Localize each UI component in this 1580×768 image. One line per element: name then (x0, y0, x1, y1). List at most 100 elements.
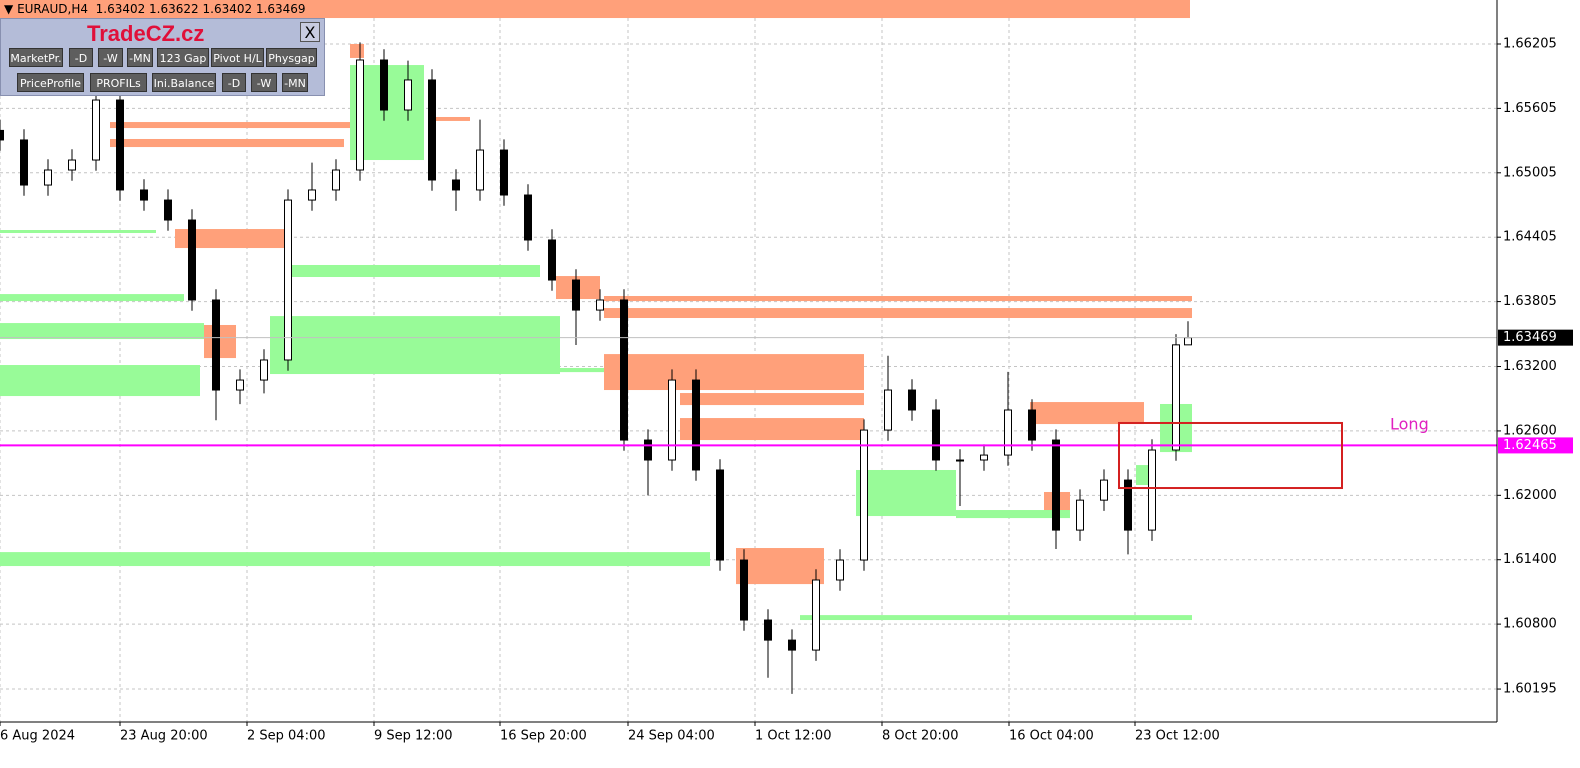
candle-body (92, 99, 100, 161)
candle-body (932, 409, 940, 461)
y-tick-label: 1.61400 (1503, 552, 1557, 567)
candle-body (1148, 449, 1156, 531)
candle-body (116, 99, 124, 191)
demand-zone (0, 365, 200, 397)
box-label: Long (1390, 414, 1429, 433)
x-tick-label: 2 Sep 04:00 (247, 729, 326, 744)
x-tick-label: 23 Oct 12:00 (1135, 729, 1220, 744)
candle-body (140, 189, 148, 201)
price-tag (1498, 437, 1573, 454)
candle-body (164, 199, 172, 221)
candle-body (596, 299, 604, 311)
panel-button[interactable]: PROFILs (90, 73, 147, 92)
y-tick-label: 1.62600 (1503, 423, 1557, 438)
candle-body (620, 299, 628, 441)
demand-zone (0, 294, 184, 302)
candle-body (548, 239, 556, 281)
candle-body (0, 129, 4, 141)
close-button[interactable]: X (300, 22, 320, 42)
demand-zone (270, 316, 560, 375)
candle-body (20, 139, 28, 186)
supply-zone (175, 229, 285, 249)
supply-zone (680, 393, 864, 406)
panel-button[interactable]: -W (251, 73, 277, 92)
panel-button[interactable]: PriceProfile (17, 73, 84, 92)
price-tag (1498, 329, 1573, 346)
y-tick-label: 1.62000 (1503, 488, 1557, 503)
panel-button[interactable]: Ini.Balance (152, 73, 216, 92)
x-tick-label: 9 Sep 12:00 (374, 729, 453, 744)
candle-body (668, 379, 676, 461)
candle-body (188, 219, 196, 301)
candle-body (716, 469, 724, 561)
candle-body (332, 169, 340, 191)
y-tick-label: 1.66205 (1503, 37, 1557, 52)
candle-body (956, 459, 964, 462)
candle-body (644, 439, 652, 461)
candle-body (572, 279, 580, 311)
supply-zone (110, 122, 350, 129)
x-tick-label: 6 Aug 2024 (0, 729, 75, 744)
y-tick-label: 1.65605 (1503, 101, 1557, 116)
y-tick-label: 1.64405 (1503, 230, 1557, 245)
x-tick-label: 23 Aug 20:00 (120, 729, 208, 744)
panel-button[interactable]: -W (98, 48, 123, 67)
supply-zone (1030, 402, 1144, 425)
supply-zone (604, 354, 864, 391)
candle-body (812, 579, 820, 651)
candle-body (260, 359, 268, 381)
panel-button[interactable]: -MN (282, 73, 308, 92)
panel-button[interactable]: Pivot H/L (211, 48, 264, 67)
candle-body (836, 559, 844, 581)
demand-zone (0, 323, 204, 340)
panel-button[interactable]: Physgap (266, 48, 317, 67)
y-tick-label: 1.60195 (1503, 682, 1557, 697)
brand: TradeCZ.cz (87, 21, 205, 46)
panel-button[interactable]: -MN (127, 48, 153, 67)
candle-body (1004, 409, 1012, 456)
candle-body (1028, 409, 1036, 441)
candle-body (236, 379, 244, 391)
x-tick-label: 16 Sep 20:00 (500, 729, 587, 744)
supply-zone (0, 0, 1190, 19)
candle-body (788, 639, 796, 651)
candle-body (44, 169, 52, 186)
chart-title: ▼ EURAUD,H4 1.63402 1.63622 1.63402 1.63… (4, 2, 306, 16)
candle-body (1172, 344, 1180, 451)
candle-body (908, 389, 916, 411)
candle-body (1124, 479, 1132, 531)
candle-body (1100, 479, 1108, 501)
candle-body (500, 149, 508, 196)
demand-zone (956, 510, 1070, 519)
candle-body (1052, 439, 1060, 531)
candle-body (308, 189, 316, 201)
price-tag-label: 1.63469 (1503, 330, 1557, 345)
demand-zone (856, 469, 956, 517)
supply-zone (736, 548, 824, 585)
panel-button[interactable]: -D (69, 48, 93, 67)
candle-body (740, 559, 748, 621)
panel-button[interactable]: MarketPr. (9, 48, 63, 67)
demand-zone (0, 230, 156, 234)
y-tick-label: 1.60800 (1503, 617, 1557, 632)
candle-body (452, 179, 460, 191)
candle-body (884, 389, 892, 431)
trade-box (1118, 421, 1343, 490)
candle-body (1076, 499, 1084, 531)
x-tick-label: 24 Sep 04:00 (628, 729, 715, 744)
candle-body (476, 149, 484, 191)
candle-body (860, 429, 868, 561)
y-tick-label: 1.63805 (1503, 294, 1557, 309)
panel-button[interactable]: 123 Gap (157, 48, 209, 67)
candle-body (68, 159, 76, 171)
demand-zone (800, 615, 1192, 621)
candle-body (284, 199, 292, 361)
x-tick-label: 8 Oct 20:00 (882, 729, 958, 744)
candle-body (212, 299, 220, 391)
panel-button[interactable]: -D (222, 73, 246, 92)
supply-zone (110, 138, 344, 148)
candle-body (980, 454, 988, 461)
axes: 1.66205 1.65605 1.65005 1.64405 1.63805 1.632… (0, 37, 1573, 744)
